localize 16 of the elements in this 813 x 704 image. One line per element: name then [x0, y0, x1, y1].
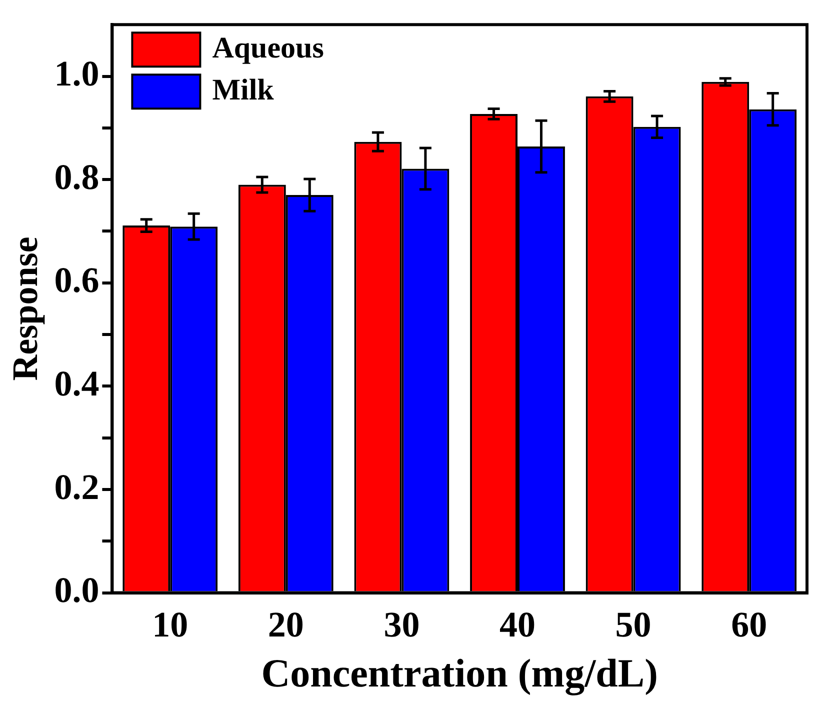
legend-label: Aqueous: [212, 31, 324, 64]
y-tick-label: 0.8: [54, 156, 100, 197]
y-axis-title: Response: [4, 236, 45, 381]
x-tick-label: 30: [384, 604, 420, 645]
x-axis-title: Concentration (mg/dL): [261, 650, 658, 696]
x-tick-label: 40: [500, 604, 536, 645]
y-tick-label: 0.6: [54, 260, 100, 300]
x-tick-label: 60: [731, 604, 768, 645]
legend-label: Milk: [212, 73, 274, 106]
x-tick-label: 20: [268, 604, 304, 645]
y-tick-label: 0.0: [54, 570, 100, 610]
x-tick-label: 50: [615, 604, 652, 645]
y-tick-label: 0.4: [54, 363, 100, 404]
y-tick-label: 0.2: [54, 466, 100, 507]
x-tick-label: 10: [152, 604, 188, 645]
y-tick-label: 1.0: [54, 54, 100, 94]
